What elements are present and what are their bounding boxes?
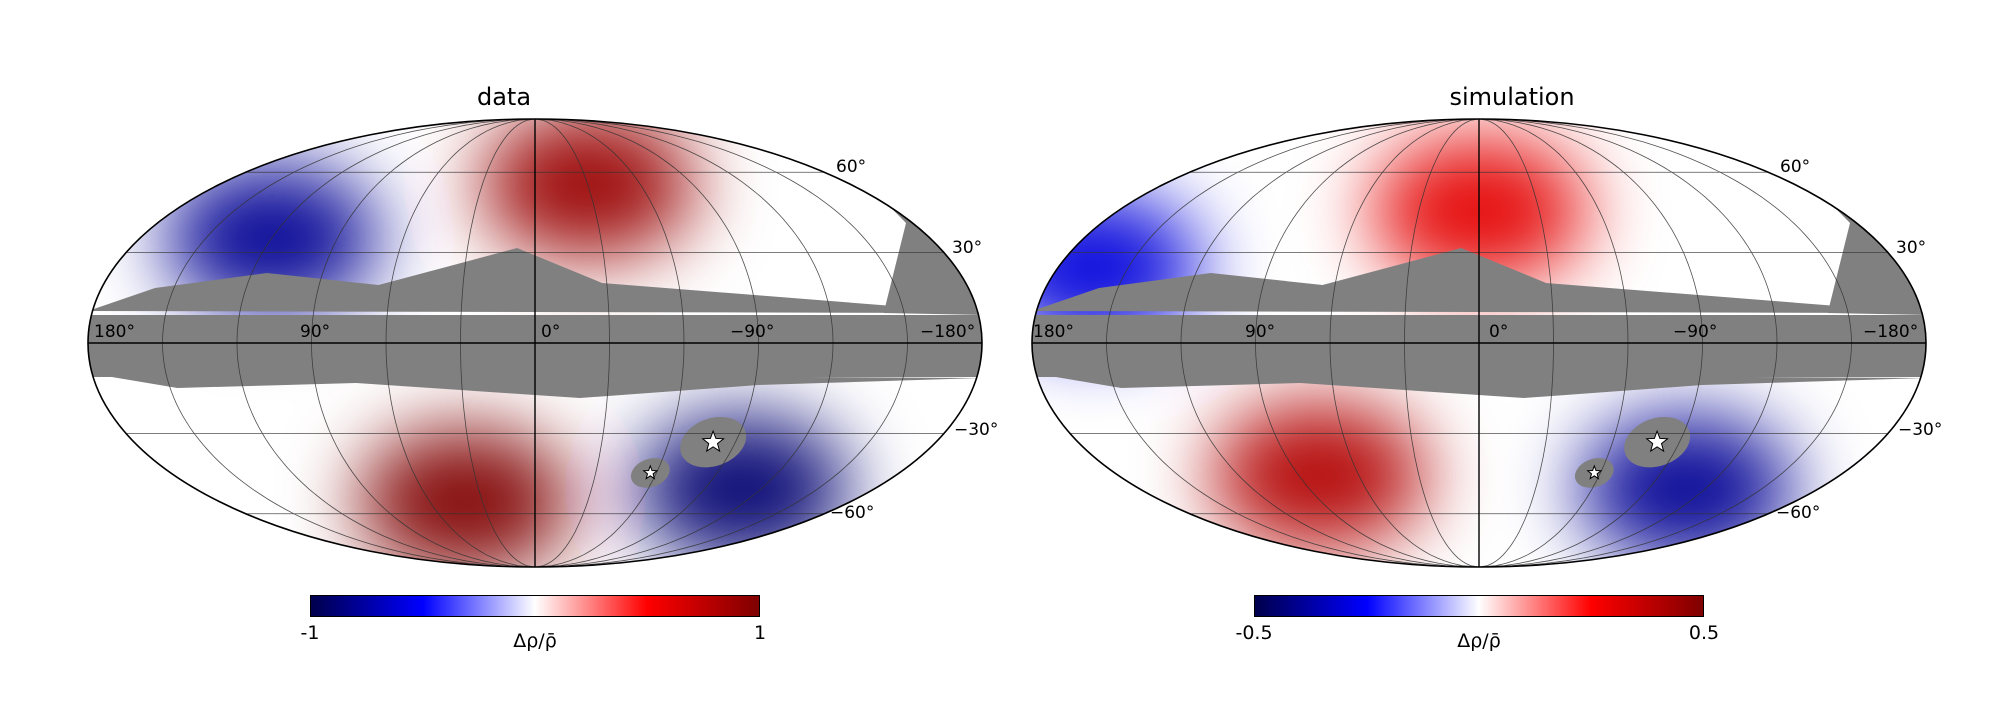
lon-tick-0: 0° [541, 322, 561, 342]
star-marker-smc [1586, 464, 1603, 480]
panel-title: simulation [1449, 83, 1575, 111]
simulation-panel: simulation 180° 90° 0° −90° −180° 60° 30… [1008, 0, 2016, 712]
colorbar-label: Δρ/ρ̄ [1457, 630, 1501, 652]
colorbar-min-label: -0.5 [1235, 622, 1273, 644]
panel-title: data [476, 83, 532, 111]
colorbar [310, 595, 760, 617]
lon-tick-minus90: −90° [730, 322, 775, 342]
lat-tick-30: 30° [952, 238, 983, 258]
map-outline [87, 118, 983, 568]
lat-tick-60: 60° [1780, 157, 1811, 177]
colorbar-min-label: -1 [300, 622, 320, 644]
lon-tick-180: 180° [94, 322, 135, 342]
lat-tick-60: 60° [836, 157, 867, 177]
map-outline [1031, 118, 1927, 568]
lat-tick-minus60: −60° [1776, 503, 1821, 523]
lon-tick-90: 90° [300, 322, 331, 342]
colorbar-max-label: 1 [753, 622, 767, 644]
lat-tick-minus30: −30° [954, 420, 999, 440]
star-marker-smc [642, 464, 659, 480]
mollweide-map [1031, 118, 1927, 568]
lon-tick-180: 180° [1033, 322, 1074, 342]
lon-tick-0: 0° [1489, 322, 1509, 342]
lon-tick-90: 90° [1245, 322, 1276, 342]
star-marker-lmc [701, 429, 725, 453]
lat-tick-30: 30° [1896, 238, 1927, 258]
colorbar-max-label: 0.5 [1688, 622, 1720, 644]
mollweide-map [87, 118, 983, 568]
lon-tick-minus180: −180° [1863, 322, 1919, 342]
lat-tick-minus60: −60° [830, 503, 875, 523]
lat-tick-minus30: −30° [1898, 420, 1943, 440]
lon-tick-minus180: −180° [920, 322, 976, 342]
lon-tick-minus90: −90° [1673, 322, 1718, 342]
density-blob-positive-south [1211, 401, 1427, 550]
data-panel: data 180° 90° 0° −90° −180° 60° 30° −30°… [87, 83, 999, 652]
density-blob-positive-south [357, 427, 573, 567]
colorbar-label: Δρ/ρ̄ [513, 630, 557, 652]
star-marker-lmc [1645, 429, 1669, 453]
colorbar [1254, 595, 1704, 617]
